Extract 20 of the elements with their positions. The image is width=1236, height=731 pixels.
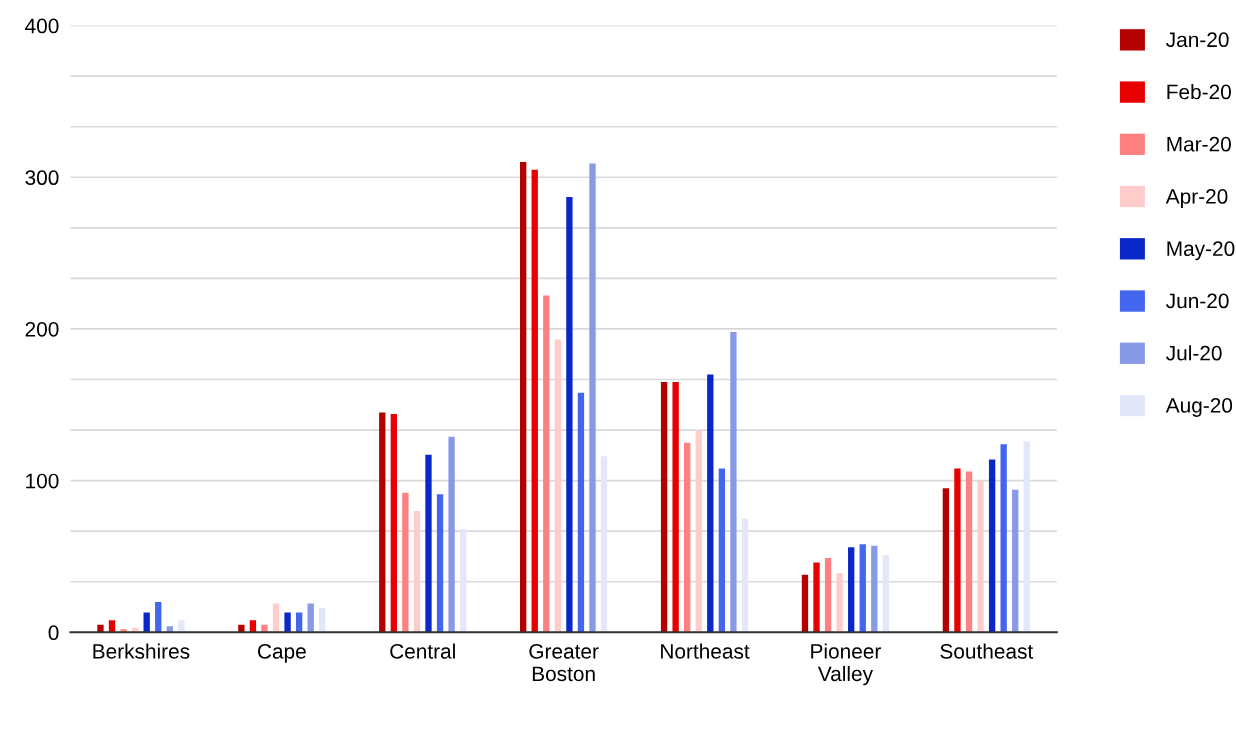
- x-tick-label: Berkshires: [93, 643, 190, 659]
- y-tick-label: 0: [48, 625, 59, 641]
- legend-label: Apr-20: [1165, 189, 1228, 208]
- x-tick-label: Greater Boston: [529, 643, 599, 682]
- legend-label: May-20: [1167, 241, 1235, 261]
- y-tick-label: 400: [25, 18, 59, 34]
- x-tick-label: Northeast: [661, 643, 750, 659]
- y-tick-label: 100: [26, 473, 59, 489]
- legend-label: Aug-20: [1165, 398, 1233, 417]
- x-tick-label: Central: [390, 643, 455, 659]
- legend-label: Mar-20: [1167, 136, 1231, 152]
- x-tick-label: Southeast: [940, 643, 1034, 659]
- legend-label: Jan-20: [1166, 32, 1229, 48]
- legend-label: Jun-20: [1166, 293, 1229, 309]
- y-tick-label: 200: [25, 321, 59, 337]
- x-tick-label: Pioneer Valley: [811, 643, 881, 686]
- y-tick-label: 300: [25, 170, 59, 186]
- legend-label: Feb-20: [1167, 84, 1231, 100]
- x-tick-label: Cape: [257, 643, 306, 663]
- legend-label: Jul-20: [1166, 345, 1222, 361]
